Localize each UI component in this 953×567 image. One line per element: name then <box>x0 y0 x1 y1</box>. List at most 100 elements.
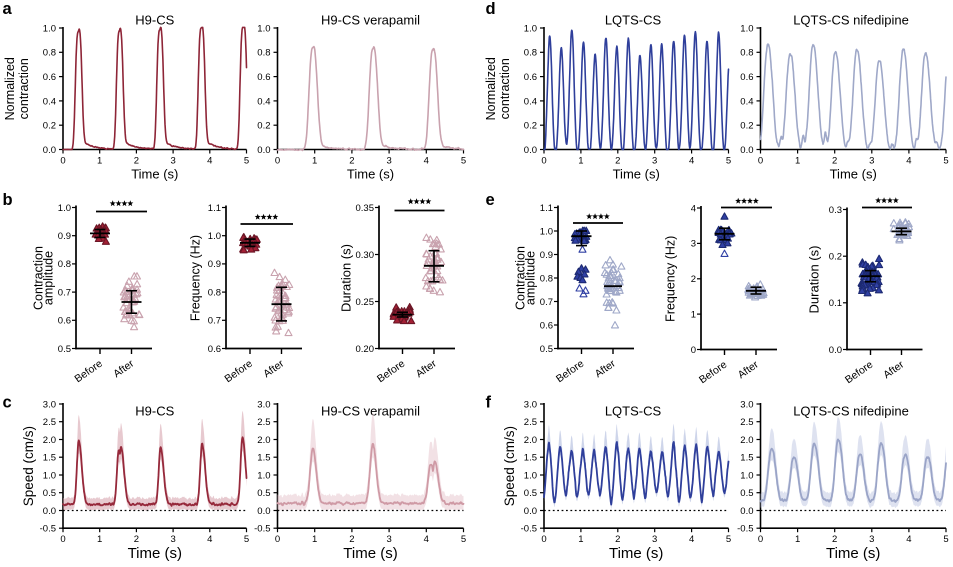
svg-text:5: 5 <box>244 155 249 166</box>
svg-text:2.5: 2.5 <box>524 417 537 428</box>
svg-text:0.9: 0.9 <box>208 259 221 270</box>
svg-text:2: 2 <box>134 155 139 166</box>
svg-text:0: 0 <box>275 155 280 166</box>
svg-text:0.8: 0.8 <box>58 259 71 270</box>
svg-text:contraction: contraction <box>17 58 31 119</box>
svg-text:2.5: 2.5 <box>257 417 270 428</box>
svg-text:0.20: 0.20 <box>356 344 375 355</box>
svg-text:4: 4 <box>207 534 212 545</box>
svg-text:0.0: 0.0 <box>257 145 270 156</box>
svg-text:0: 0 <box>541 534 546 545</box>
svg-text:1.5: 1.5 <box>257 453 270 464</box>
svg-text:0.8: 0.8 <box>43 48 56 59</box>
svg-text:1: 1 <box>795 155 800 166</box>
svg-text:b: b <box>3 191 13 209</box>
svg-text:H9-CS: H9-CS <box>135 404 174 419</box>
svg-text:2: 2 <box>615 534 620 545</box>
svg-text:0.6: 0.6 <box>43 72 56 83</box>
svg-text:Time (s): Time (s) <box>347 167 394 182</box>
svg-text:1: 1 <box>691 309 696 320</box>
svg-text:2.5: 2.5 <box>43 417 56 428</box>
svg-text:0.2: 0.2 <box>524 121 537 132</box>
svg-text:0: 0 <box>758 534 763 545</box>
svg-text:0.6: 0.6 <box>540 320 553 331</box>
svg-text:0.6: 0.6 <box>524 72 537 83</box>
svg-text:0.4: 0.4 <box>524 96 537 107</box>
svg-text:2: 2 <box>691 274 696 285</box>
svg-text:Contraction: Contraction <box>514 246 528 310</box>
svg-text:0.6: 0.6 <box>740 72 753 83</box>
svg-text:0.0: 0.0 <box>740 145 753 156</box>
svg-text:1.0: 1.0 <box>740 470 753 481</box>
svg-text:0.4: 0.4 <box>43 96 56 107</box>
svg-text:5: 5 <box>726 534 731 545</box>
svg-text:1.0: 1.0 <box>740 23 753 34</box>
svg-text:1.5: 1.5 <box>740 453 753 464</box>
svg-text:Duration (s): Duration (s) <box>339 244 354 312</box>
svg-text:0.0: 0.0 <box>829 345 842 356</box>
svg-text:Normalized: Normalized <box>484 57 498 120</box>
svg-text:c: c <box>3 394 12 412</box>
svg-text:5: 5 <box>726 155 731 166</box>
svg-text:Time (s): Time (s) <box>343 545 397 562</box>
svg-text:5: 5 <box>461 155 466 166</box>
svg-text:1: 1 <box>312 534 317 545</box>
svg-text:0.2: 0.2 <box>740 121 753 132</box>
svg-text:3.0: 3.0 <box>740 399 753 410</box>
svg-text:LQTS-CS nifedipine: LQTS-CS nifedipine <box>793 13 909 28</box>
svg-text:0.2: 0.2 <box>257 121 270 132</box>
svg-text:0.4: 0.4 <box>257 96 270 107</box>
svg-text:d: d <box>486 0 496 18</box>
svg-text:0.30: 0.30 <box>356 250 375 261</box>
svg-text:0: 0 <box>758 155 763 166</box>
svg-text:-0.5: -0.5 <box>737 524 753 535</box>
svg-text:Frequency (Hz): Frequency (Hz) <box>664 236 678 322</box>
svg-text:Time (s): Time (s) <box>131 167 178 182</box>
svg-text:0.6: 0.6 <box>257 72 270 83</box>
svg-text:amplitude: amplitude <box>42 251 56 305</box>
svg-text:1.0: 1.0 <box>524 23 537 34</box>
svg-text:3: 3 <box>869 155 874 166</box>
svg-text:0.5: 0.5 <box>524 488 537 499</box>
svg-text:e: e <box>486 191 495 209</box>
svg-text:5: 5 <box>943 534 948 545</box>
svg-text:4: 4 <box>689 534 694 545</box>
svg-text:4: 4 <box>207 155 212 166</box>
svg-text:0.5: 0.5 <box>257 488 270 499</box>
svg-text:0.5: 0.5 <box>740 488 753 499</box>
svg-text:Time (s): Time (s) <box>128 545 182 562</box>
svg-text:1.5: 1.5 <box>524 453 537 464</box>
svg-text:H9-CS verapamil: H9-CS verapamil <box>321 404 420 419</box>
svg-text:2: 2 <box>832 155 837 166</box>
svg-text:1.0: 1.0 <box>43 23 56 34</box>
svg-text:0: 0 <box>541 155 546 166</box>
svg-text:0.4: 0.4 <box>740 96 753 107</box>
svg-text:0.0: 0.0 <box>257 506 270 517</box>
svg-text:2.0: 2.0 <box>257 435 270 446</box>
svg-text:contraction: contraction <box>498 58 512 119</box>
svg-text:2: 2 <box>349 155 354 166</box>
svg-text:1: 1 <box>97 155 102 166</box>
svg-text:1.1: 1.1 <box>540 203 553 214</box>
svg-text:0.1: 0.1 <box>829 298 842 309</box>
svg-text:Time (s): Time (s) <box>609 545 663 562</box>
svg-text:0.5: 0.5 <box>58 344 71 355</box>
svg-text:0: 0 <box>60 534 65 545</box>
svg-text:0.6: 0.6 <box>208 344 221 355</box>
svg-text:3: 3 <box>691 239 696 250</box>
svg-text:2: 2 <box>349 534 354 545</box>
svg-text:1.5: 1.5 <box>43 453 56 464</box>
svg-text:0.7: 0.7 <box>58 287 71 298</box>
svg-text:3: 3 <box>652 534 657 545</box>
svg-text:0.0: 0.0 <box>43 506 56 517</box>
svg-text:Time (s): Time (s) <box>826 545 880 562</box>
svg-text:0: 0 <box>60 155 65 166</box>
svg-text:3.0: 3.0 <box>257 399 270 410</box>
svg-text:3: 3 <box>386 534 391 545</box>
svg-text:0.6: 0.6 <box>58 316 71 327</box>
svg-text:1: 1 <box>578 534 583 545</box>
svg-text:1: 1 <box>312 155 317 166</box>
svg-text:0.5: 0.5 <box>540 344 553 355</box>
svg-text:0.7: 0.7 <box>540 297 553 308</box>
svg-text:0: 0 <box>691 345 696 356</box>
